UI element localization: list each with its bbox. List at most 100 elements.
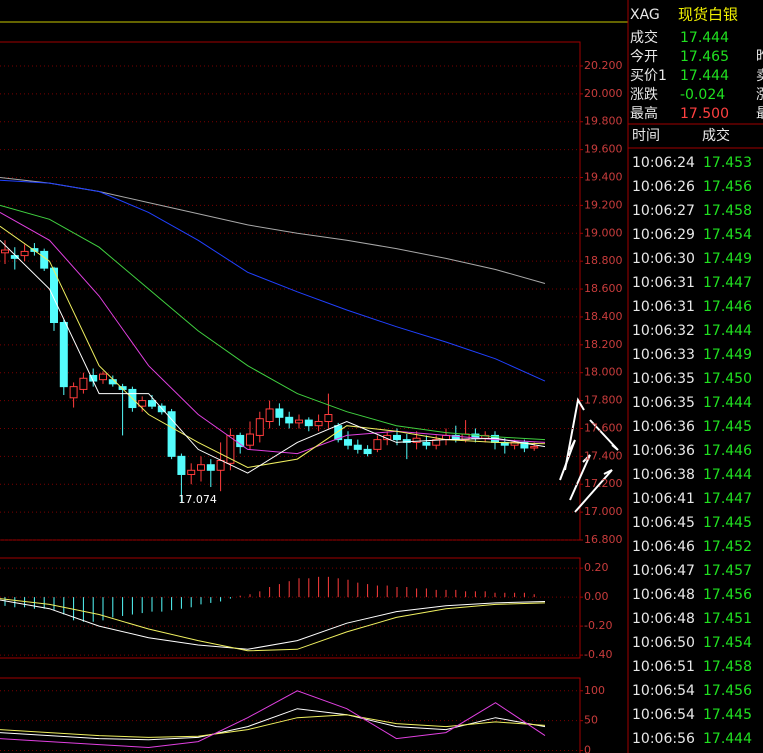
tick-header: 时间: [632, 128, 660, 144]
candle-body: [226, 434, 235, 464]
tick-price: 17.445: [703, 419, 752, 435]
candle-body: [363, 448, 372, 455]
y-tick-label: 19.000: [584, 226, 623, 239]
tick-time: 10:06:54: [632, 707, 695, 723]
candle-body: [255, 418, 264, 436]
candle-body: [206, 464, 215, 471]
candle-body: [50, 267, 58, 324]
y-tick-label: 18.600: [584, 282, 623, 295]
tick-time: 10:06:50: [632, 635, 695, 651]
candle-body: [197, 464, 205, 471]
tick-price: 17.447: [703, 275, 752, 291]
candle-body: [167, 411, 176, 457]
tick-price: 17.456: [703, 179, 752, 195]
tick-time: 10:06:45: [632, 515, 695, 531]
tick-price: 17.445: [703, 707, 752, 723]
candle-body: [334, 425, 343, 441]
quote-label: 买价1: [630, 68, 667, 84]
indicator-line: [0, 599, 546, 650]
candle-body: [20, 250, 29, 257]
y-tick-label: 0.20: [584, 561, 609, 574]
candle-body: [285, 416, 294, 424]
y-tick-label: 18.800: [584, 254, 623, 267]
y-tick-label: -0.40: [584, 648, 612, 661]
tick-time: 10:06:38: [632, 467, 695, 483]
candle-body: [187, 469, 196, 475]
tick-price: 17.456: [703, 587, 752, 603]
drawing-arrows: [559, 397, 619, 513]
tick-price: 17.444: [703, 395, 752, 411]
tick-time: 10:06:24: [632, 155, 695, 171]
candle-body: [59, 322, 68, 388]
tick-time: 10:06:30: [632, 251, 695, 267]
candle-body: [246, 433, 254, 446]
quote-value: 17.500: [680, 106, 729, 122]
candle-body: [304, 419, 313, 427]
tick-price: 17.449: [703, 347, 752, 363]
y-tick-label: 19.600: [584, 143, 623, 156]
symbol: XAG: [630, 7, 660, 23]
tick-price: 17.450: [703, 371, 752, 387]
candle-body: [324, 414, 333, 422]
tick-time: 10:06:54: [632, 683, 695, 699]
tick-price: 17.452: [703, 539, 752, 555]
tick-time: 10:06:29: [632, 227, 695, 243]
candle-body: [148, 400, 156, 407]
y-tick-label: 20.200: [584, 59, 623, 72]
tick-price: 17.458: [703, 659, 752, 675]
y-tick-label: 50: [584, 714, 598, 727]
candle-body: [422, 441, 431, 446]
candle-body: [216, 460, 225, 471]
quote-label: 最: [756, 106, 763, 122]
y-tick-label: 20.000: [584, 87, 623, 100]
main-frame: [0, 41, 581, 541]
kdj-frame: [0, 677, 581, 753]
y-tick-label: 17.400: [584, 449, 623, 462]
quote-value: 17.444: [680, 68, 729, 84]
y-tick-label: 16.800: [584, 533, 623, 546]
y-tick-label: 100: [584, 684, 605, 697]
y-tick-label: 18.400: [584, 310, 623, 323]
indicator-line: [0, 598, 546, 652]
candle-body: [265, 408, 274, 422]
candle-body: [510, 441, 519, 446]
candle-body: [79, 377, 88, 390]
quote-value: -0.024: [680, 87, 725, 103]
tick-price: 17.454: [703, 635, 752, 651]
tick-price: 17.458: [703, 203, 752, 219]
tick-time: 10:06:26: [632, 179, 695, 195]
tick-time: 10:06:31: [632, 299, 695, 315]
tick-price: 17.444: [703, 467, 752, 483]
tick-time: 10:06:51: [632, 659, 695, 675]
candle-body: [353, 444, 362, 450]
tick-price: 17.446: [703, 443, 752, 459]
arrow: [574, 469, 613, 513]
indicator-line: [0, 690, 546, 749]
tick-time: 10:06:48: [632, 587, 695, 603]
candle-body: [520, 441, 529, 449]
quote-label: 卖: [756, 68, 763, 84]
arrow: [559, 439, 576, 481]
indicator-line: [0, 714, 546, 738]
quote-label: 最高: [630, 105, 658, 122]
tick-time: 10:06:46: [632, 539, 695, 555]
arrow: [589, 419, 619, 451]
tick-time: 10:06:36: [632, 419, 695, 435]
tick-time: 10:06:48: [632, 611, 695, 627]
tick-price: 17.453: [703, 155, 752, 171]
tick-time: 10:06:35: [632, 395, 695, 411]
tick-time: 10:06:41: [632, 491, 695, 507]
indicator-line: [0, 211, 546, 455]
quote-value: 17.444: [680, 30, 729, 46]
tick-time: 10:06:27: [632, 203, 695, 219]
tick-header: 成交: [702, 127, 730, 144]
candle-body: [275, 408, 284, 418]
tick-price: 17.447: [703, 491, 752, 507]
arrow: [569, 454, 591, 501]
y-tick-label: 17.200: [584, 477, 623, 490]
candle-body: [432, 439, 441, 446]
quote-label: 昨: [756, 49, 763, 65]
y-tick-label: 18.200: [584, 338, 623, 351]
symbol-name: 现货白银: [678, 6, 738, 24]
